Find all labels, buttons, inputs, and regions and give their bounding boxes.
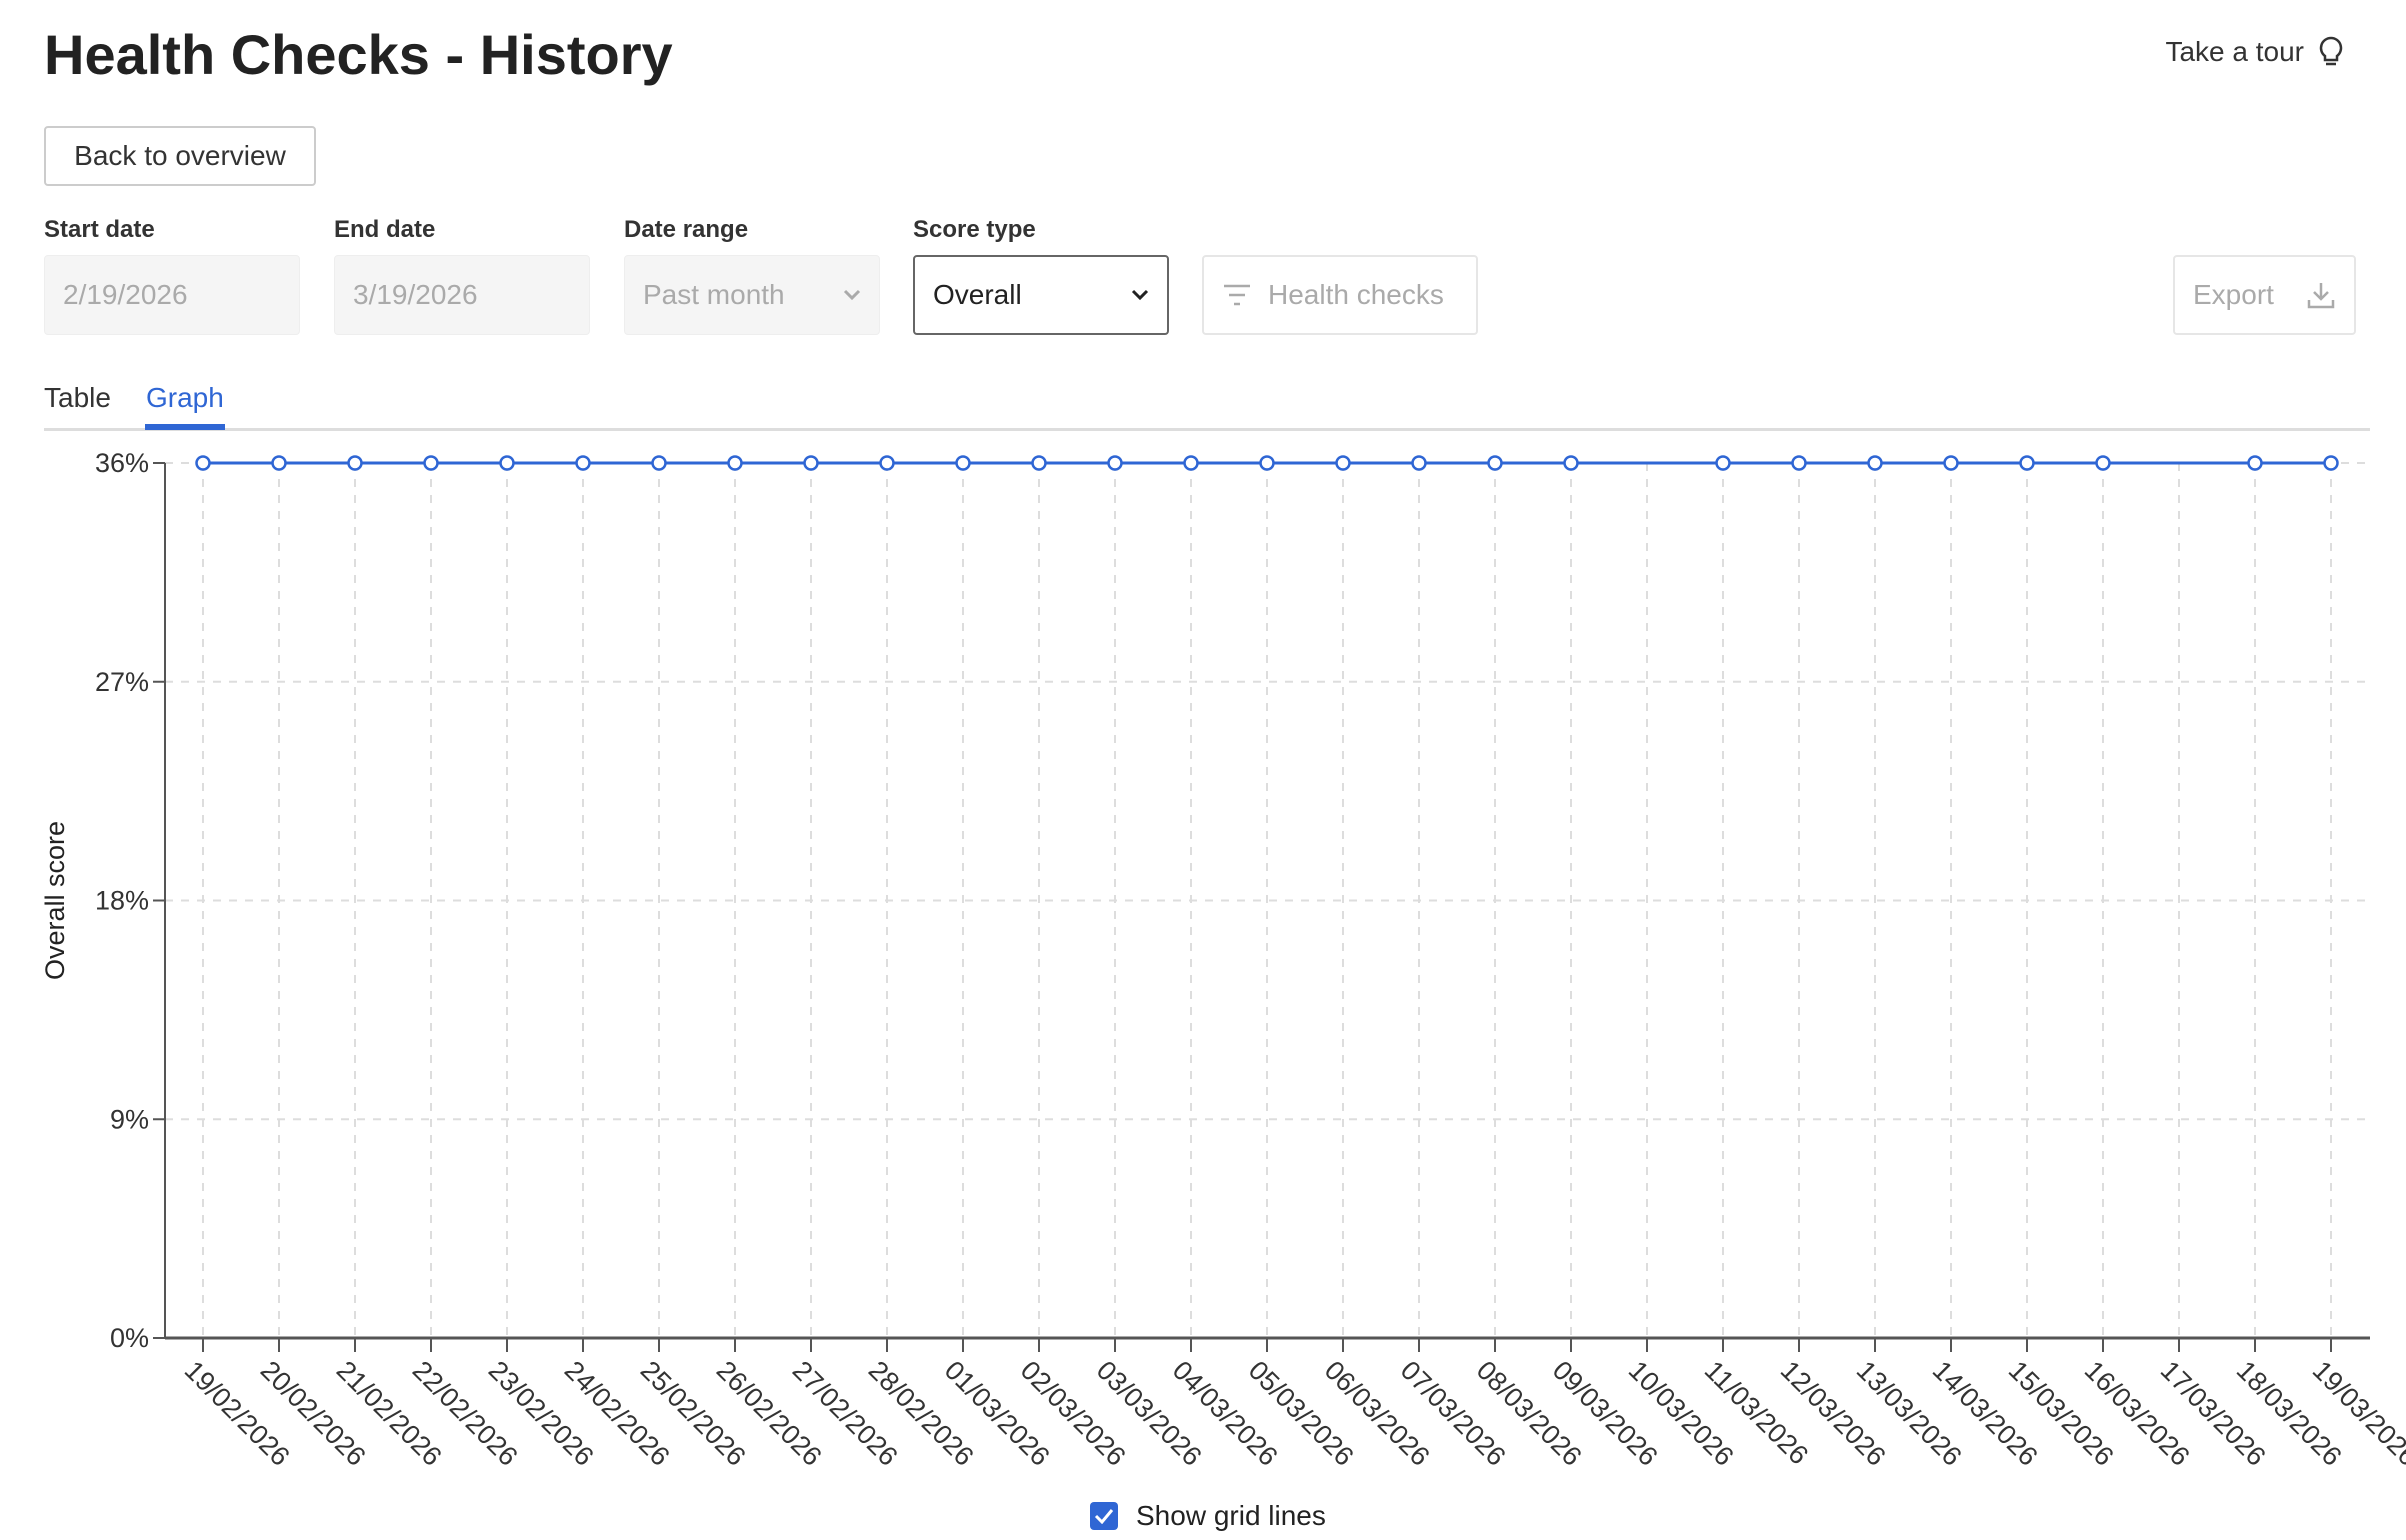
- end-date-label: End date: [334, 216, 436, 243]
- tab-graph[interactable]: Graph: [146, 382, 224, 413]
- show-grid-lines-label: Show grid lines: [1136, 1500, 1326, 1531]
- data-point: [347, 455, 363, 471]
- data-point: [651, 455, 667, 471]
- data-point: [499, 455, 515, 471]
- data-point: [1031, 455, 1047, 471]
- page-title: Health Checks - History: [44, 23, 673, 86]
- data-point: [727, 455, 743, 471]
- data-point: [2323, 455, 2339, 471]
- score-type-select[interactable]: Overall: [913, 255, 1169, 335]
- export-label: Export: [2193, 279, 2274, 310]
- data-point: [271, 455, 287, 471]
- tab-table[interactable]: Table: [44, 382, 111, 413]
- y-tick-label: 0%: [110, 1323, 149, 1353]
- data-point: [1943, 455, 1959, 471]
- checkbox-checked-icon[interactable]: [1090, 1502, 1118, 1530]
- start-date-value: 2/19/2026: [63, 279, 188, 310]
- y-tick-label: 9%: [110, 1104, 149, 1134]
- start-date-input[interactable]: 2/19/2026: [44, 255, 300, 335]
- y-tick-label: 36%: [95, 448, 149, 478]
- download-icon: [2307, 283, 2335, 309]
- date-range-label: Date range: [624, 216, 749, 243]
- data-point: [1563, 455, 1579, 471]
- data-point: [1411, 455, 1427, 471]
- health-checks-filter-button[interactable]: Health checks: [1202, 255, 1478, 335]
- end-date-input[interactable]: 3/19/2026: [334, 255, 590, 335]
- date-range-value: Past month: [643, 279, 785, 310]
- data-point: [955, 455, 971, 471]
- data-point: [1791, 455, 1807, 471]
- data-point: [423, 455, 439, 471]
- health-checks-label: Health checks: [1268, 279, 1444, 310]
- data-point: [879, 455, 895, 471]
- data-point: [195, 455, 211, 471]
- data-point: [1183, 455, 1199, 471]
- data-point: [2247, 455, 2263, 471]
- filter-icon: [1224, 284, 1250, 306]
- back-to-overview-button[interactable]: Back to overview: [44, 126, 316, 186]
- data-point: [1335, 455, 1351, 471]
- lightbulb-icon: [2319, 36, 2343, 66]
- data-point: [575, 455, 591, 471]
- data-point: [2019, 455, 2035, 471]
- date-range-select[interactable]: Past month: [624, 255, 880, 335]
- score-type-value: Overall: [933, 279, 1022, 310]
- data-point: [1487, 455, 1503, 471]
- tab-divider: [44, 428, 2370, 431]
- score-type-label: Score type: [913, 216, 1036, 243]
- take-a-tour-link[interactable]: Take a tour: [2165, 36, 2344, 68]
- chevron-down-icon: [843, 289, 861, 301]
- data-point: [1107, 455, 1123, 471]
- start-date-label: Start date: [44, 216, 155, 243]
- data-point: [1867, 455, 1883, 471]
- active-tab-indicator: [145, 424, 225, 430]
- end-date-value: 3/19/2026: [353, 279, 478, 310]
- score-line-chart: 0%9%18%27%36%19/02/202620/02/202621/02/2…: [40, 448, 2406, 1472]
- y-tick-label: 18%: [95, 886, 149, 916]
- take-a-tour-label: Take a tour: [2165, 36, 2304, 67]
- data-point: [2095, 455, 2111, 471]
- y-axis-label: Overall score: [40, 821, 70, 980]
- y-tick-label: 27%: [95, 667, 149, 697]
- export-button[interactable]: Export: [2173, 255, 2356, 335]
- data-point: [1715, 455, 1731, 471]
- show-grid-lines-toggle[interactable]: Show grid lines: [1090, 1500, 1326, 1532]
- data-point: [803, 455, 819, 471]
- data-point: [1259, 455, 1275, 471]
- chevron-down-icon: [1131, 289, 1149, 301]
